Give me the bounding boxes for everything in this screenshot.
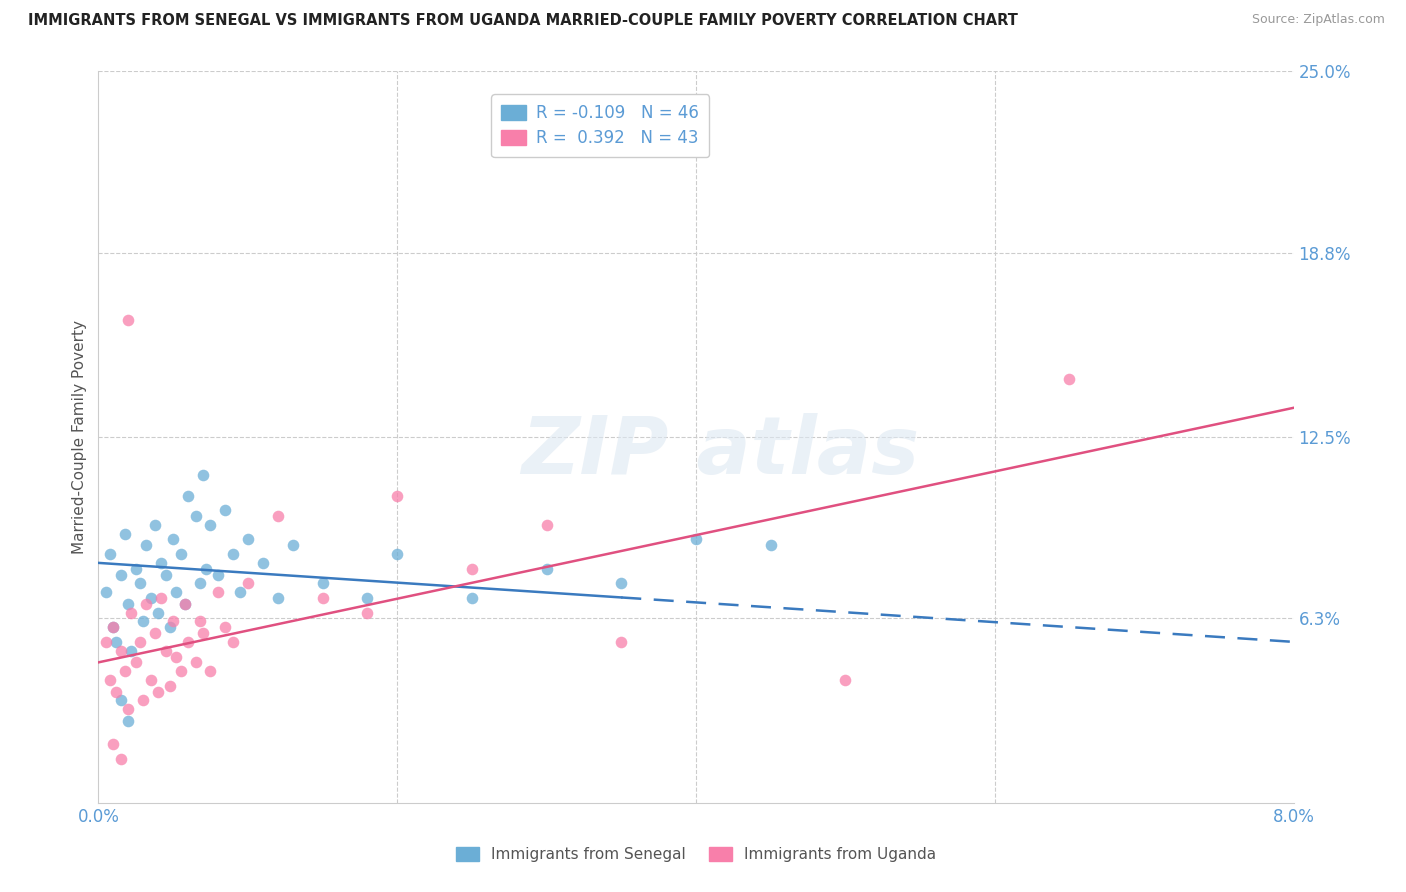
Point: [150, 556, 173, 570]
Point: [207, 567, 229, 582]
Point: [169, 547, 191, 561]
Point: [195, 562, 218, 576]
Point: [117, 597, 139, 611]
Point: [125, 656, 148, 670]
Point: [236, 576, 259, 591]
Y-axis label: Married-Couple Family Poverty: Married-Couple Family Poverty: [72, 320, 87, 554]
Text: IMMIGRANTS FROM SENEGAL VS IMMIGRANTS FROM UGANDA MARRIED-COUPLE FAMILY POVERTY : IMMIGRANTS FROM SENEGAL VS IMMIGRANTS FR…: [28, 13, 1018, 29]
Point: [200, 517, 222, 532]
Point: [114, 526, 136, 541]
Point: [685, 533, 707, 547]
Point: [610, 576, 633, 591]
Point: [132, 693, 155, 707]
Point: [536, 517, 558, 532]
Point: [143, 626, 166, 640]
Point: [200, 664, 222, 678]
Point: [110, 752, 132, 766]
Point: [461, 591, 484, 605]
Point: [214, 620, 236, 634]
Point: [103, 620, 125, 634]
Legend: Immigrants from Senegal, Immigrants from Uganda: Immigrants from Senegal, Immigrants from…: [450, 841, 942, 868]
Point: [103, 620, 125, 634]
Point: [143, 517, 166, 532]
Point: [148, 606, 170, 620]
Point: [610, 635, 633, 649]
Point: [110, 643, 132, 657]
Point: [174, 597, 197, 611]
Point: [135, 538, 157, 552]
Point: [148, 684, 170, 698]
Point: [139, 673, 162, 687]
Point: [252, 556, 274, 570]
Point: [105, 635, 128, 649]
Point: [188, 615, 211, 629]
Point: [214, 503, 236, 517]
Point: [311, 576, 333, 591]
Point: [110, 693, 132, 707]
Point: [94, 585, 117, 599]
Point: [1059, 371, 1081, 385]
Point: [311, 591, 333, 605]
Point: [110, 567, 132, 582]
Point: [105, 684, 128, 698]
Point: [267, 591, 290, 605]
Point: [385, 547, 409, 561]
Point: [184, 509, 207, 524]
Point: [120, 643, 142, 657]
Point: [98, 547, 122, 561]
Point: [117, 313, 139, 327]
Point: [117, 714, 139, 728]
Point: [191, 468, 214, 483]
Point: [169, 664, 191, 678]
Point: [385, 489, 409, 503]
Point: [165, 585, 187, 599]
Point: [222, 635, 245, 649]
Point: [139, 591, 162, 605]
Point: [155, 643, 177, 657]
Point: [536, 562, 558, 576]
Text: Source: ZipAtlas.com: Source: ZipAtlas.com: [1251, 13, 1385, 27]
Point: [129, 576, 152, 591]
Point: [834, 673, 856, 687]
Point: [184, 656, 207, 670]
Point: [94, 635, 117, 649]
Point: [461, 562, 484, 576]
Point: [191, 626, 214, 640]
Point: [103, 737, 125, 751]
Point: [117, 702, 139, 716]
Point: [162, 615, 184, 629]
Point: [162, 533, 184, 547]
Text: ZIP atlas: ZIP atlas: [520, 413, 920, 491]
Point: [174, 597, 197, 611]
Point: [150, 591, 173, 605]
Point: [159, 679, 181, 693]
Point: [177, 489, 200, 503]
Point: [135, 597, 157, 611]
Point: [159, 620, 181, 634]
Point: [281, 538, 304, 552]
Point: [236, 533, 259, 547]
Point: [222, 547, 245, 561]
Point: [98, 673, 122, 687]
Point: [177, 635, 200, 649]
Point: [129, 635, 152, 649]
Point: [132, 615, 155, 629]
Point: [188, 576, 211, 591]
Point: [114, 664, 136, 678]
Point: [356, 606, 378, 620]
Point: [229, 585, 252, 599]
Point: [165, 649, 187, 664]
Point: [155, 567, 177, 582]
Point: [267, 509, 290, 524]
Point: [120, 606, 142, 620]
Point: [759, 538, 782, 552]
Point: [125, 562, 148, 576]
Point: [356, 591, 378, 605]
Point: [207, 585, 229, 599]
